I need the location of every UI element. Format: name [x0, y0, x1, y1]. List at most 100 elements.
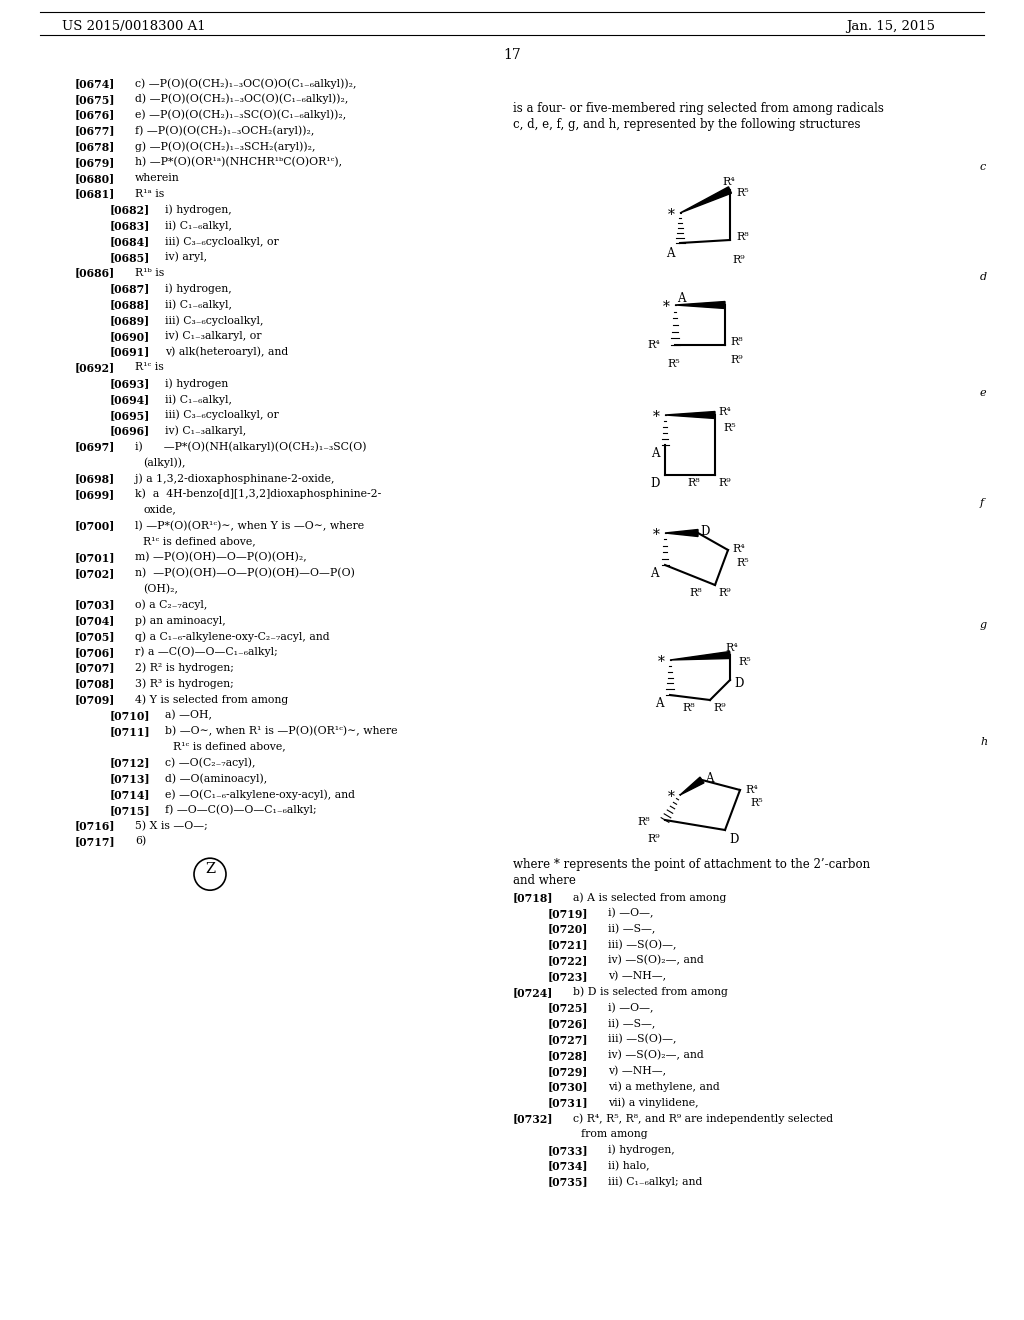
Text: [0727]: [0727]	[548, 1034, 589, 1045]
Text: [0732]: [0732]	[513, 1113, 554, 1125]
Text: f: f	[980, 498, 984, 508]
Text: [0703]: [0703]	[75, 599, 116, 610]
Text: [0726]: [0726]	[548, 1019, 589, 1030]
Text: c: c	[980, 162, 986, 172]
Text: ii) —S—,: ii) —S—,	[608, 1019, 655, 1028]
Polygon shape	[670, 652, 730, 660]
Text: [0675]: [0675]	[75, 94, 116, 104]
Text: c) R⁴, R⁵, R⁸, and R⁹ are independently selected: c) R⁴, R⁵, R⁸, and R⁹ are independently …	[573, 1113, 834, 1123]
Polygon shape	[665, 529, 698, 536]
Text: 4) Y is selected from among: 4) Y is selected from among	[135, 694, 288, 705]
Text: is a four- or five-membered ring selected from among radicals: is a four- or five-membered ring selecte…	[513, 102, 884, 115]
Text: [0698]: [0698]	[75, 473, 116, 484]
Text: *: *	[663, 300, 670, 314]
Text: [0681]: [0681]	[75, 189, 116, 199]
Text: [0676]: [0676]	[75, 110, 116, 120]
Text: [0674]: [0674]	[75, 78, 116, 88]
Text: R⁴: R⁴	[722, 177, 735, 187]
Text: k)  a  4H-benzo[d][1,3,2]dioxaphosphinine-2-: k) a 4H-benzo[d][1,3,2]dioxaphosphinine-…	[135, 488, 381, 499]
Text: A: A	[705, 772, 714, 785]
Text: 5) X is —O—;: 5) X is —O—;	[135, 821, 208, 830]
Text: [0694]: [0694]	[110, 393, 151, 405]
Text: vi) a methylene, and: vi) a methylene, and	[608, 1081, 720, 1092]
Text: g) —P(O)(O(CH₂)₁₋₃SCH₂(aryl))₂,: g) —P(O)(O(CH₂)₁₋₃SCH₂(aryl))₂,	[135, 141, 315, 152]
Text: where * represents the point of attachment to the 2’-carbon: where * represents the point of attachme…	[513, 858, 870, 871]
Text: [0684]: [0684]	[110, 236, 151, 247]
Text: R⁹: R⁹	[730, 355, 742, 366]
Text: R¹ᵇ is: R¹ᵇ is	[135, 268, 164, 277]
Text: [0715]: [0715]	[110, 805, 151, 816]
Text: d) —O(aminoacyl),: d) —O(aminoacyl),	[165, 774, 267, 784]
Text: [0718]: [0718]	[513, 892, 554, 903]
Text: *: *	[668, 209, 675, 222]
Text: r) a —C(O)—O—C₁₋₆alkyl;: r) a —C(O)—O—C₁₋₆alkyl;	[135, 647, 278, 657]
Text: [0680]: [0680]	[75, 173, 116, 183]
Text: [0678]: [0678]	[75, 141, 116, 152]
Text: iii) C₁₋₆alkyl; and: iii) C₁₋₆alkyl; and	[608, 1176, 702, 1187]
Text: e: e	[980, 388, 987, 399]
Text: R⁴: R⁴	[745, 785, 758, 795]
Text: [0710]: [0710]	[110, 710, 151, 721]
Text: [0683]: [0683]	[110, 220, 151, 231]
Text: [0697]: [0697]	[75, 441, 116, 453]
Text: i) —O—,: i) —O—,	[608, 1003, 653, 1012]
Text: iv) —S(O)₂—, and: iv) —S(O)₂—, and	[608, 1049, 703, 1060]
Text: [0733]: [0733]	[548, 1144, 589, 1156]
Text: q) a C₁₋₆-alkylene-oxy-C₂₋₇acyl, and: q) a C₁₋₆-alkylene-oxy-C₂₋₇acyl, and	[135, 631, 330, 642]
Text: R⁵: R⁵	[736, 558, 749, 568]
Text: f) —O—C(O)—O—C₁₋₆alkyl;: f) —O—C(O)—O—C₁₋₆alkyl;	[165, 805, 316, 816]
Text: from among: from among	[581, 1129, 647, 1139]
Text: and where: and where	[513, 874, 575, 887]
Text: [0719]: [0719]	[548, 908, 589, 919]
Text: [0695]: [0695]	[110, 409, 151, 421]
Text: [0677]: [0677]	[75, 125, 116, 136]
Text: e) —P(O)(O(CH₂)₁₋₃SC(O)(C₁₋₆alkyl))₂,: e) —P(O)(O(CH₂)₁₋₃SC(O)(C₁₋₆alkyl))₂,	[135, 110, 346, 120]
Text: [0728]: [0728]	[548, 1049, 589, 1061]
Text: i)      —P*(O)(NH(alkaryl)(O(CH₂)₁₋₃SC(O): i) —P*(O)(NH(alkaryl)(O(CH₂)₁₋₃SC(O)	[135, 441, 367, 451]
Text: US 2015/0018300 A1: US 2015/0018300 A1	[62, 20, 206, 33]
Text: iii) —S(O)—,: iii) —S(O)—,	[608, 940, 677, 950]
Text: iv) aryl,: iv) aryl,	[165, 252, 207, 263]
Text: (alkyl)),: (alkyl)),	[143, 457, 185, 467]
Text: i) hydrogen,: i) hydrogen,	[165, 284, 231, 294]
Text: D: D	[734, 677, 743, 690]
Text: R¹ᶜ is defined above,: R¹ᶜ is defined above,	[143, 536, 256, 546]
Text: [0724]: [0724]	[513, 987, 553, 998]
Text: *: *	[658, 655, 665, 669]
Text: Z: Z	[205, 862, 215, 875]
Text: c, d, e, f, g, and h, represented by the following structures: c, d, e, f, g, and h, represented by the…	[513, 117, 860, 131]
Text: [0686]: [0686]	[75, 268, 116, 279]
Polygon shape	[680, 777, 703, 795]
Text: A: A	[677, 292, 685, 305]
Text: v) —NH—,: v) —NH—,	[608, 972, 667, 981]
Text: m) —P(O)(OH)—O—P(O)(OH)₂,: m) —P(O)(OH)—O—P(O)(OH)₂,	[135, 552, 307, 562]
Text: R⁸: R⁸	[730, 337, 742, 347]
Text: vii) a vinylidene,: vii) a vinylidene,	[608, 1097, 698, 1107]
Text: A: A	[651, 447, 659, 459]
Text: iv) —S(O)₂—, and: iv) —S(O)₂—, and	[608, 956, 703, 965]
Text: [0706]: [0706]	[75, 647, 116, 657]
Text: o) a C₂₋₇acyl,: o) a C₂₋₇acyl,	[135, 599, 208, 610]
Text: D: D	[700, 525, 710, 539]
Text: [0723]: [0723]	[548, 972, 589, 982]
Text: R⁹: R⁹	[647, 834, 659, 843]
Text: [0682]: [0682]	[110, 205, 151, 215]
Text: i) hydrogen,: i) hydrogen,	[165, 205, 231, 215]
Text: R⁹: R⁹	[732, 255, 744, 265]
Text: [0720]: [0720]	[548, 924, 589, 935]
Text: R⁹: R⁹	[713, 704, 726, 713]
Text: [0692]: [0692]	[75, 363, 116, 374]
Text: A: A	[655, 697, 664, 710]
Text: ii) halo,: ii) halo,	[608, 1160, 649, 1171]
Text: [0714]: [0714]	[110, 789, 151, 800]
Text: [0696]: [0696]	[110, 425, 151, 437]
Text: [0711]: [0711]	[110, 726, 151, 737]
Text: f) —P(O)(O(CH₂)₁₋₃OCH₂(aryl))₂,: f) —P(O)(O(CH₂)₁₋₃OCH₂(aryl))₂,	[135, 125, 314, 136]
Text: R⁵: R⁵	[738, 657, 751, 667]
Text: c) —P(O)(O(CH₂)₁₋₃OC(O)O(C₁₋₆alkyl))₂,: c) —P(O)(O(CH₂)₁₋₃OC(O)O(C₁₋₆alkyl))₂,	[135, 78, 356, 88]
Text: [0722]: [0722]	[548, 956, 589, 966]
Text: 17: 17	[503, 48, 521, 62]
Text: [0705]: [0705]	[75, 631, 116, 642]
Text: [0721]: [0721]	[548, 940, 589, 950]
Text: *: *	[653, 411, 659, 424]
